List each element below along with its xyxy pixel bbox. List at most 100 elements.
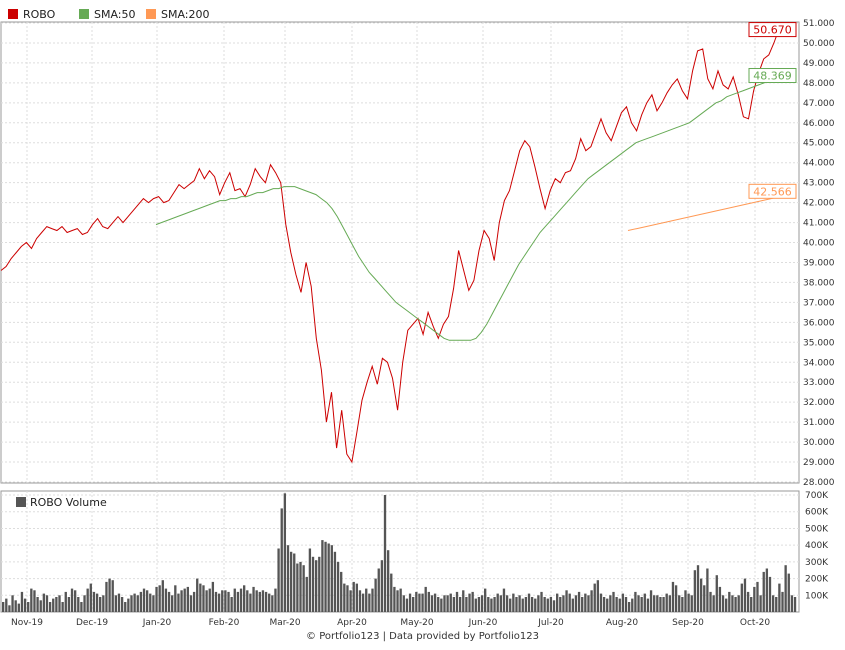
volume-bar bbox=[524, 597, 528, 612]
legend-swatch bbox=[79, 9, 89, 19]
volume-bar bbox=[743, 578, 747, 612]
price-y-tick-label: 46.000 bbox=[803, 119, 835, 129]
volume-bar bbox=[765, 568, 769, 612]
volume-bar bbox=[656, 595, 659, 612]
volume-bar bbox=[95, 593, 99, 612]
volume-y-tick-label: 500K bbox=[805, 524, 829, 534]
volume-y-tick-label: 600K bbox=[805, 508, 829, 518]
volume-bar bbox=[490, 598, 493, 612]
x-tick-label: Dec-19 bbox=[76, 618, 108, 628]
x-tick-label: Oct-20 bbox=[740, 618, 771, 628]
volume-bar bbox=[731, 595, 734, 612]
volume-bar bbox=[171, 595, 174, 612]
volume-bar bbox=[199, 583, 202, 612]
volume-bar bbox=[324, 541, 327, 612]
volume-bar bbox=[634, 591, 637, 612]
volume-bar bbox=[311, 556, 315, 612]
volume-y-tick-label: 100K bbox=[805, 591, 829, 601]
volume-bar bbox=[393, 586, 396, 612]
volume-bar bbox=[681, 597, 684, 612]
price-plot-frame bbox=[0, 21, 800, 484]
volume-bar bbox=[718, 586, 722, 612]
last-value-tag-text: 50.670 bbox=[753, 24, 792, 37]
volume-bar bbox=[543, 597, 546, 612]
volume-bar bbox=[521, 598, 524, 612]
volume-bar bbox=[189, 595, 193, 612]
volume-bar bbox=[133, 593, 136, 612]
volume-bar bbox=[264, 591, 268, 612]
last-value-tag-box bbox=[748, 183, 797, 199]
volume-bar bbox=[725, 598, 728, 612]
volume-bar bbox=[452, 597, 456, 612]
volume-bar bbox=[659, 597, 662, 612]
volume-bar bbox=[233, 588, 236, 612]
volume-bar bbox=[637, 595, 640, 612]
volume-bar bbox=[618, 598, 621, 612]
volume-y-axis: 100K 200K 300K 400K 500K 600K 700K bbox=[805, 491, 829, 601]
volume-bar bbox=[236, 591, 240, 612]
volume-bar bbox=[124, 602, 127, 612]
volume-y-tick-label: 700K bbox=[805, 491, 829, 501]
volume-bar bbox=[480, 595, 484, 612]
price-y-tick-label: 34.000 bbox=[803, 358, 835, 368]
volume-bar bbox=[427, 591, 430, 612]
volume-bar bbox=[243, 585, 246, 612]
volume-bar bbox=[383, 495, 387, 612]
volume-bar bbox=[349, 590, 352, 612]
volume-bar bbox=[649, 590, 653, 612]
volume-bar bbox=[139, 591, 143, 612]
volume-legend-swatch bbox=[16, 497, 26, 507]
volume-bar bbox=[552, 600, 556, 612]
volume-bar bbox=[430, 595, 434, 612]
volume-bar bbox=[180, 590, 183, 612]
price-y-tick-label: 50.000 bbox=[803, 39, 835, 49]
volume-bar bbox=[64, 591, 67, 612]
x-tick-label: Sep-20 bbox=[672, 618, 704, 628]
volume-bar bbox=[327, 543, 330, 612]
volume-bar bbox=[477, 597, 481, 612]
volume-y-tick-label: 300K bbox=[805, 558, 829, 568]
volume-y-tick-label: 400K bbox=[805, 541, 829, 551]
volume-bar bbox=[756, 581, 759, 612]
volume-bar bbox=[308, 548, 312, 612]
x-tick-label: Aug-20 bbox=[606, 618, 639, 628]
volume-bar bbox=[468, 593, 471, 612]
volume-bar bbox=[167, 591, 171, 612]
price-y-tick-label: 31.000 bbox=[803, 418, 835, 428]
volume-bar bbox=[183, 588, 186, 612]
volume-bar bbox=[793, 597, 797, 612]
volume-bar bbox=[390, 573, 393, 612]
volume-bar bbox=[52, 598, 55, 612]
volume-bar bbox=[20, 591, 24, 612]
volume-bar bbox=[23, 598, 27, 612]
volume-bar bbox=[590, 590, 593, 612]
volume-bar bbox=[753, 586, 756, 612]
volume-bar bbox=[568, 593, 571, 612]
volume-bar bbox=[352, 581, 355, 612]
series-line-robo bbox=[0, 28, 780, 464]
volume-bar bbox=[706, 568, 709, 612]
volume-bar bbox=[530, 597, 534, 612]
volume-bars bbox=[2, 493, 797, 612]
volume-bar bbox=[696, 565, 700, 612]
volume-bar bbox=[127, 598, 130, 612]
volume-bar bbox=[474, 598, 477, 612]
volume-bar bbox=[699, 578, 703, 612]
volume-bar bbox=[149, 593, 152, 612]
volume-bar bbox=[305, 576, 308, 612]
volume-bar bbox=[208, 588, 211, 612]
legend-swatch bbox=[146, 9, 156, 19]
volume-bar bbox=[537, 595, 540, 612]
volume-bar bbox=[330, 545, 333, 612]
volume-bar bbox=[574, 595, 578, 612]
volume-bar bbox=[433, 593, 437, 612]
volume-bar bbox=[277, 548, 280, 612]
price-y-tick-label: 39.000 bbox=[803, 258, 835, 268]
price-y-tick-label: 51.000 bbox=[803, 19, 835, 29]
volume-bar bbox=[487, 597, 490, 612]
volume-bar bbox=[14, 600, 17, 612]
volume-bar bbox=[255, 590, 258, 612]
volume-bar bbox=[446, 595, 449, 612]
x-tick-label: Jul-20 bbox=[537, 618, 564, 628]
x-axis: Nov-19 Dec-19 Jan-20 Feb-20 Mar-20 Apr-20 May-… bbox=[11, 618, 770, 628]
